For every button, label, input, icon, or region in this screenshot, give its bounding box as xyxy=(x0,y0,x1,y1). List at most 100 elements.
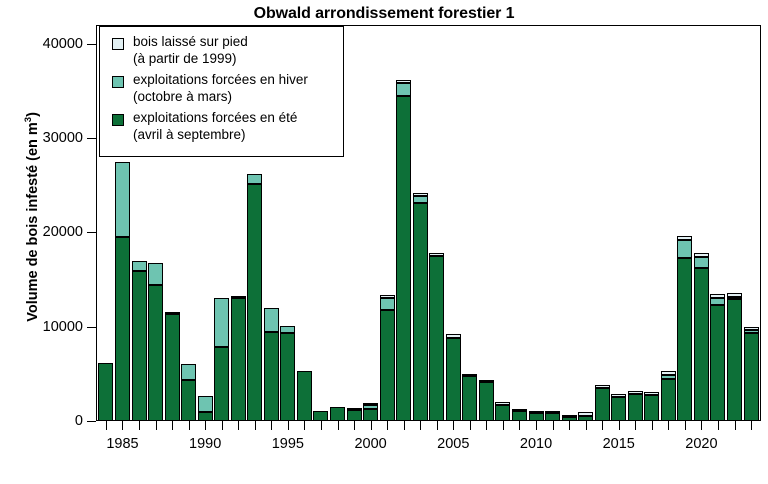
legend-swatch-winter xyxy=(112,76,124,88)
bar-segment xyxy=(511,408,527,411)
y-tick-label: 10000 xyxy=(42,318,83,335)
y-tick-label: 30000 xyxy=(42,130,83,147)
x-tick-mark xyxy=(105,421,107,430)
bar-segment xyxy=(396,95,412,421)
bar-segment xyxy=(280,333,296,421)
bar-segment xyxy=(445,334,461,339)
x-tick-mark xyxy=(536,421,538,430)
bar-segment xyxy=(346,409,362,421)
bar-group xyxy=(727,25,743,421)
y-tick-mark xyxy=(87,326,96,328)
bar-segment xyxy=(462,375,478,421)
bar-segment xyxy=(743,326,759,330)
x-tick-mark xyxy=(221,421,223,430)
bar-segment xyxy=(98,362,114,421)
bar-segment xyxy=(131,260,147,272)
bar-group xyxy=(164,25,180,421)
bar-group xyxy=(131,25,147,421)
x-tick-mark xyxy=(701,421,703,430)
bar-segment xyxy=(677,239,693,258)
bar-group xyxy=(578,25,594,421)
bar-segment xyxy=(214,297,230,348)
x-tick-mark xyxy=(502,421,504,430)
x-tick-label: 1995 xyxy=(271,436,305,452)
bar-segment xyxy=(693,256,709,269)
legend-item-standing: bois laissé sur pied (à partir de 1999) xyxy=(112,34,343,67)
bar-group xyxy=(412,25,428,421)
x-tick-mark xyxy=(122,421,124,430)
bar-segment xyxy=(528,412,544,421)
bar-group xyxy=(627,25,643,421)
bar-segment xyxy=(247,184,263,421)
bar-segment xyxy=(545,413,561,421)
bar-segment xyxy=(511,410,527,421)
x-tick-mark xyxy=(552,421,554,430)
bar-group xyxy=(429,25,445,421)
x-tick-label: 2020 xyxy=(685,436,718,452)
bar-group xyxy=(644,25,660,421)
bar-group xyxy=(379,25,395,421)
bar-segment xyxy=(594,385,610,388)
x-axis: 1985 1990 1995 2000 2005 2010 2015 2020 xyxy=(96,421,761,484)
y-tick-mark xyxy=(87,138,96,140)
bar-segment xyxy=(247,173,263,185)
x-tick-mark xyxy=(585,421,587,430)
bar-segment xyxy=(727,299,743,421)
bar-segment xyxy=(363,408,379,421)
x-tick-mark xyxy=(602,421,604,430)
bar-group xyxy=(230,25,246,421)
bar-segment xyxy=(164,311,180,314)
bar-segment xyxy=(445,338,461,421)
bar-group xyxy=(296,25,312,421)
bar-group xyxy=(743,25,759,421)
bar-segment xyxy=(214,347,230,421)
legend-item-summer: exploitations forcées en été (avril à se… xyxy=(112,110,343,143)
bar-segment xyxy=(495,402,511,405)
bar-segment xyxy=(710,297,726,306)
bar-segment xyxy=(478,380,494,383)
x-tick-label: 2005 xyxy=(437,436,470,452)
x-tick-mark xyxy=(287,421,289,430)
bar-segment xyxy=(197,395,213,412)
bar-segment xyxy=(727,292,743,297)
y-tick-mark xyxy=(87,43,96,45)
y-axis: 0 10000 20000 30000 40000 xyxy=(0,0,96,484)
bar-group xyxy=(511,25,527,421)
x-tick-label: 2015 xyxy=(602,436,635,452)
bar-segment xyxy=(396,79,412,84)
bar-segment xyxy=(131,271,147,421)
x-tick-mark xyxy=(635,421,637,430)
bar-group xyxy=(561,25,577,421)
legend-label-standing: bois laissé sur pied (à partir de 1999) xyxy=(133,34,248,66)
bar-group xyxy=(445,25,461,421)
bar-segment xyxy=(230,298,246,421)
bar-segment xyxy=(660,371,676,375)
bar-group xyxy=(263,25,279,421)
bar-segment xyxy=(363,404,379,409)
bar-segment xyxy=(743,333,759,421)
bar-group xyxy=(495,25,511,421)
x-tick-mark xyxy=(337,421,339,430)
legend-swatch-summer xyxy=(112,114,124,126)
x-tick-mark xyxy=(420,421,422,430)
x-tick-mark xyxy=(403,421,405,430)
bar-segment xyxy=(363,402,379,405)
x-tick-mark xyxy=(684,421,686,430)
bar-group xyxy=(363,25,379,421)
x-tick-label: 1985 xyxy=(106,436,139,452)
bar-segment xyxy=(710,293,726,298)
bar-segment xyxy=(230,296,246,299)
bar-group xyxy=(611,25,627,421)
x-tick-mark xyxy=(717,421,719,430)
x-tick-mark xyxy=(469,421,471,430)
bar-segment xyxy=(263,332,279,421)
bar-segment xyxy=(429,253,445,256)
bar-segment xyxy=(181,363,197,380)
bar-segment xyxy=(346,407,362,410)
legend: bois laissé sur pied (à partir de 1999) … xyxy=(99,26,344,157)
legend-swatch-standing xyxy=(112,38,124,50)
bar-segment xyxy=(578,411,594,417)
legend-label-summer: exploitations forcées en été (avril à se… xyxy=(133,110,298,142)
bar-group xyxy=(98,25,114,421)
x-tick-mark xyxy=(618,421,620,430)
